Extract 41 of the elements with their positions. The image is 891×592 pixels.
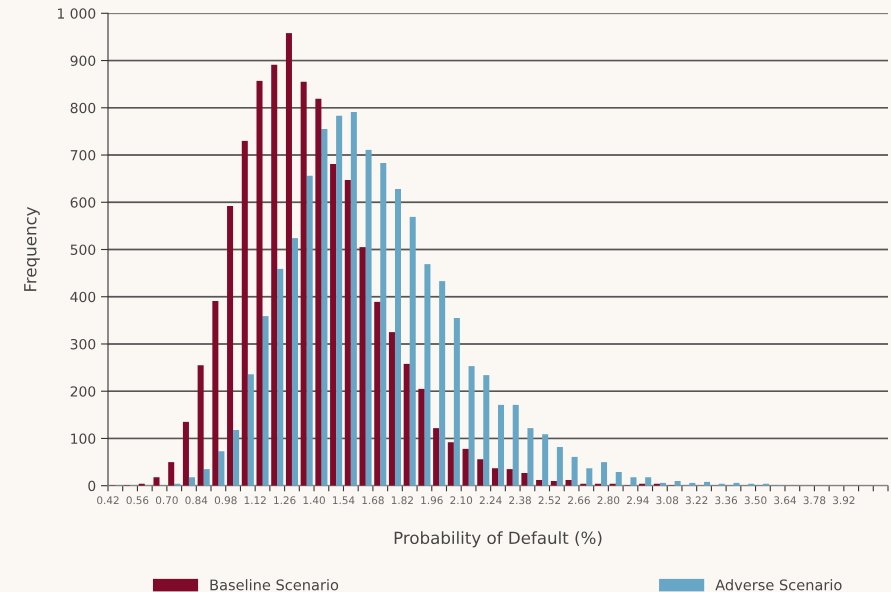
x-tick-label: 2.38 bbox=[509, 496, 531, 504]
y-axis-title: Frequency bbox=[24, 206, 40, 291]
x-tick-label: 1.40 bbox=[304, 496, 325, 504]
legend-label: Baseline Scenario bbox=[210, 579, 338, 590]
x-tick-label: 3.92 bbox=[833, 496, 854, 504]
y-tick-label: 0 bbox=[88, 480, 96, 492]
x-tick-label: 3.50 bbox=[744, 496, 766, 504]
x-axis-title: Probability of Default (%) bbox=[394, 531, 602, 548]
x-tick-label: 1.26 bbox=[274, 496, 296, 504]
legend-label: Adverse Scenario bbox=[715, 579, 842, 590]
x-tick-label: 0.56 bbox=[126, 496, 148, 504]
x-tick-label: 1.68 bbox=[362, 496, 384, 504]
x-tick-label: 0.84 bbox=[185, 496, 208, 504]
y-tick-label: 300 bbox=[70, 338, 96, 350]
x-tick-label: 0.70 bbox=[156, 496, 178, 504]
x-tick-label: 1.54 bbox=[333, 496, 354, 504]
y-tick-label: 1 000 bbox=[58, 8, 96, 19]
y-tick-label: 500 bbox=[70, 244, 96, 255]
y-tick-label: 200 bbox=[70, 386, 96, 397]
x-tick-label: 2.52 bbox=[538, 496, 560, 504]
x-tick-label: 1.96 bbox=[421, 496, 443, 504]
y-tick-label: 600 bbox=[70, 197, 96, 208]
x-tick-label: 2.10 bbox=[450, 496, 472, 504]
y-tick-label: 900 bbox=[70, 56, 96, 66]
y-tick-label: 100 bbox=[71, 433, 96, 444]
y-tick-label: 700 bbox=[70, 150, 96, 160]
x-tick-label: 0.42 bbox=[97, 496, 119, 504]
x-tick-label: 1.12 bbox=[244, 496, 266, 504]
x-tick-label: 2.80 bbox=[598, 496, 620, 504]
y-tick-label: 800 bbox=[70, 102, 96, 114]
x-tick-label: 2.94 bbox=[626, 496, 649, 504]
x-tick-label: 0.98 bbox=[214, 496, 237, 504]
x-tick-label: 2.66 bbox=[568, 496, 590, 504]
x-tick-label: 1.82 bbox=[392, 496, 413, 504]
y-tick-label: 400 bbox=[70, 292, 96, 302]
x-tick-label: 3.08 bbox=[656, 496, 678, 504]
x-tick-label: 3.36 bbox=[715, 496, 738, 504]
x-tick-label: 3.78 bbox=[804, 496, 826, 504]
x-tick-label: 3.22 bbox=[686, 496, 708, 504]
x-tick-label: 3.64 bbox=[774, 496, 796, 504]
x-tick-label: 2.24 bbox=[480, 496, 502, 504]
